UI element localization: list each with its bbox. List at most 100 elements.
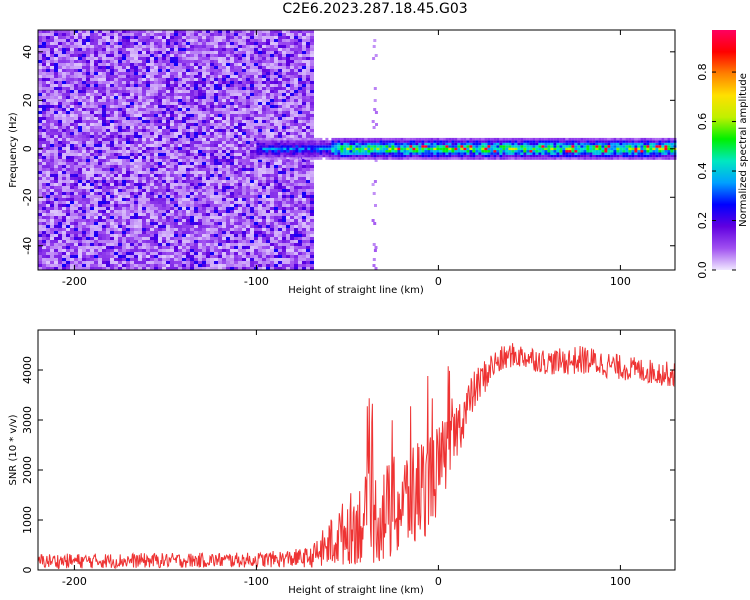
heatmap-cell bbox=[230, 243, 234, 246]
heatmap-cell bbox=[46, 207, 50, 210]
heatmap-cell bbox=[154, 90, 158, 93]
heatmap-cell bbox=[182, 99, 186, 102]
heatmap-cell bbox=[238, 156, 242, 159]
heatmap-cell bbox=[130, 78, 134, 81]
heatmap-cell bbox=[218, 81, 222, 84]
heatmap-cell bbox=[194, 159, 198, 162]
heatmap-cell bbox=[74, 150, 78, 153]
heatmap-cell bbox=[222, 210, 226, 213]
heatmap-cell bbox=[262, 240, 266, 243]
heatmap-cell bbox=[186, 117, 190, 120]
heatmap-cell bbox=[238, 138, 242, 141]
heatmap-cell bbox=[82, 207, 86, 210]
heatmap-cell bbox=[254, 138, 258, 141]
heatmap-cell bbox=[250, 36, 254, 39]
heatmap-cell bbox=[290, 168, 294, 171]
heatmap-cell bbox=[274, 225, 278, 228]
heatmap-cell bbox=[174, 228, 178, 231]
heatmap-cell bbox=[102, 246, 106, 249]
heatmap-cell bbox=[102, 165, 106, 168]
heatmap-cell bbox=[126, 243, 130, 246]
heatmap-cell bbox=[286, 111, 290, 114]
heatmap-cell bbox=[94, 195, 98, 198]
heatmap-cell bbox=[126, 72, 130, 75]
heatmap-cell bbox=[250, 66, 254, 69]
heatmap-cell bbox=[198, 96, 202, 99]
heatmap-cell bbox=[266, 48, 270, 51]
heatmap-cell bbox=[258, 39, 262, 42]
heatmap-cell bbox=[302, 243, 306, 246]
heatmap-cell bbox=[70, 45, 74, 48]
heatmap-cell bbox=[110, 126, 114, 129]
heatmap-cell bbox=[154, 39, 158, 42]
heatmap-cell bbox=[118, 135, 122, 138]
heatmap-cell bbox=[126, 213, 130, 216]
heatmap-cell bbox=[126, 210, 130, 213]
heatmap-cell bbox=[310, 132, 314, 135]
heatmap-cell bbox=[246, 123, 250, 126]
heatmap-cell bbox=[74, 207, 78, 210]
heatmap-cell bbox=[102, 99, 106, 102]
heatmap-cell bbox=[58, 246, 62, 249]
heatmap-cell bbox=[110, 171, 114, 174]
heatmap-cell bbox=[290, 84, 294, 87]
heatmap-cell bbox=[146, 156, 150, 159]
heatmap-cell bbox=[262, 51, 266, 54]
heatmap-cell bbox=[294, 198, 298, 201]
heatmap-cell bbox=[226, 75, 230, 78]
heatmap-cell bbox=[182, 183, 186, 186]
heatmap-cell bbox=[302, 159, 306, 162]
heatmap-cell bbox=[202, 186, 206, 189]
heatmap-cell bbox=[98, 45, 102, 48]
heatmap-cell bbox=[286, 57, 290, 60]
heatmap-cell bbox=[246, 222, 250, 225]
heatmap-cell bbox=[126, 84, 130, 87]
heatmap-cell bbox=[126, 171, 130, 174]
heatmap-cell bbox=[230, 216, 234, 219]
heatmap-cell bbox=[154, 84, 158, 87]
heatmap-cell bbox=[38, 57, 42, 60]
heatmap-cell bbox=[198, 219, 202, 222]
heatmap-cell bbox=[82, 222, 86, 225]
heatmap-cell bbox=[298, 168, 302, 171]
heatmap-cell bbox=[174, 231, 178, 234]
heatmap-cell bbox=[38, 48, 42, 51]
heatmap-cell bbox=[194, 141, 198, 144]
heatmap-cell bbox=[298, 114, 302, 117]
heatmap-cell bbox=[150, 78, 154, 81]
heatmap-cell bbox=[306, 99, 310, 102]
heatmap-cell bbox=[310, 216, 314, 219]
heatmap-cell bbox=[162, 237, 166, 240]
heatmap-cell bbox=[250, 120, 254, 123]
heatmap-cell bbox=[154, 171, 158, 174]
heatmap-cell bbox=[182, 192, 186, 195]
heatmap-cell bbox=[94, 42, 98, 45]
heatmap-cell bbox=[302, 180, 306, 183]
heatmap-cell bbox=[98, 177, 102, 180]
heatmap-cell bbox=[130, 144, 134, 147]
heatmap-cell bbox=[230, 39, 234, 42]
heatmap-cell bbox=[198, 99, 202, 102]
heatmap-cell bbox=[202, 210, 206, 213]
heatmap-cell bbox=[294, 63, 298, 66]
heatmap-cell bbox=[250, 189, 254, 192]
heatmap-cell bbox=[58, 33, 62, 36]
heatmap-cell bbox=[310, 159, 314, 162]
heatmap-cell bbox=[278, 45, 282, 48]
heatmap-cell bbox=[258, 99, 262, 102]
heatmap-cell bbox=[258, 114, 262, 117]
heatmap-cell bbox=[74, 135, 78, 138]
heatmap-cell bbox=[66, 231, 70, 234]
heatmap-cell bbox=[286, 30, 290, 33]
heatmap-cell bbox=[282, 99, 286, 102]
heatmap-cell bbox=[62, 213, 66, 216]
heatmap-cell bbox=[94, 93, 98, 96]
heatmap-cell bbox=[206, 141, 210, 144]
heatmap-cell bbox=[238, 150, 242, 153]
heatmap-cell bbox=[274, 165, 278, 168]
heatmap-cell bbox=[262, 159, 266, 162]
heatmap-cell bbox=[286, 126, 290, 129]
heatmap-cell bbox=[218, 36, 222, 39]
heatmap-cell bbox=[98, 36, 102, 39]
heatmap-cell bbox=[150, 210, 154, 213]
